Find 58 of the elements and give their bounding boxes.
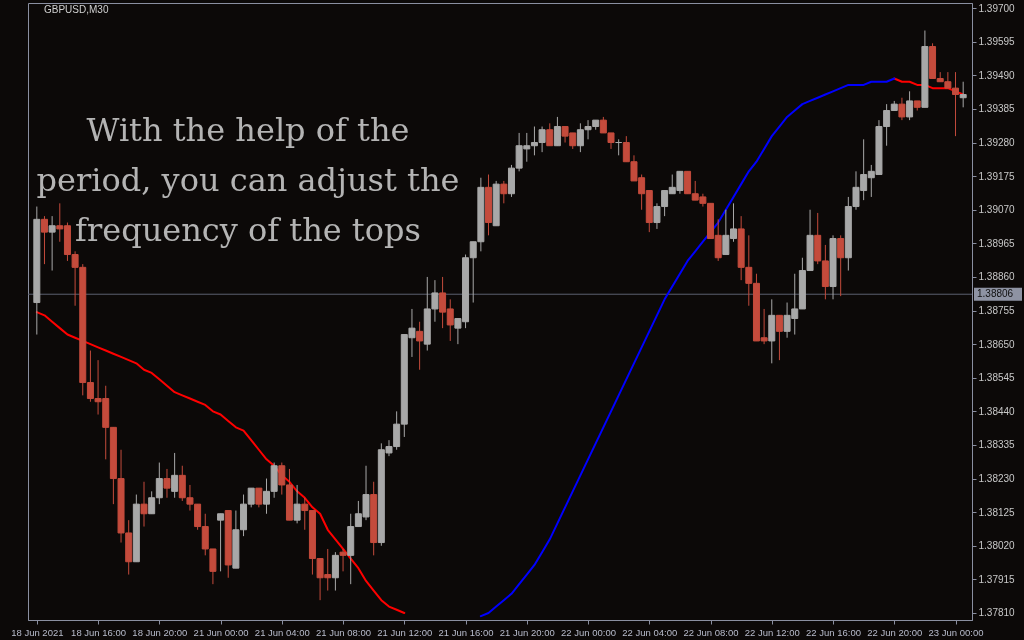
y-tick-label: 1.39595: [978, 36, 1016, 48]
candlestick: [255, 487, 263, 508]
x-tick-label: 21 Jun 16:00: [438, 626, 494, 638]
candlestick: [48, 215, 56, 272]
chart-title: GBPUSD,M30: [44, 4, 109, 15]
y-tick-label: 1.39070: [978, 204, 1016, 216]
x-tick-label: 21 Jun 20:00: [499, 626, 555, 638]
x-tick-label: 21 Jun 12:00: [377, 626, 433, 638]
annotation: With the help of the period, you can adjust the frequency of the tops: [36, 111, 460, 249]
x-tick-label: 22 Jun 20:00: [867, 626, 923, 638]
candlestick: [339, 548, 347, 572]
candlestick: [416, 321, 424, 371]
x-tick-label: 22 Jun 00:00: [561, 626, 617, 638]
x-tick-label: 18 Jun 20:00: [132, 626, 188, 638]
y-tick-label: 1.37915: [978, 573, 1016, 585]
candlestick: [171, 452, 179, 499]
candlestick: [40, 215, 48, 265]
y-tick-label: 1.38755: [978, 305, 1016, 317]
x-tick-label: 21 Jun 04:00: [254, 626, 310, 638]
y-tick-label: 1.38230: [978, 473, 1016, 485]
y-tick-label: 1.39700: [978, 2, 1016, 14]
candlestick: [217, 513, 225, 572]
y-tick-label: 1.39490: [978, 69, 1016, 81]
candlestick: [163, 468, 171, 499]
x-tick-label: 22 Jun 08:00: [683, 626, 739, 638]
candlestick: [906, 90, 914, 121]
y-tick-label: 1.37810: [978, 607, 1016, 619]
candlestick: [775, 314, 783, 361]
candlestick: [546, 122, 554, 147]
line-series: [479, 77, 896, 618]
candlestick: [959, 81, 967, 108]
candlestick: [898, 97, 906, 121]
x-tick-label: 21 Jun 08:00: [316, 626, 372, 638]
ref-line-label: 1.38806: [977, 288, 1014, 300]
x-tick-label: 22 Jun 12:00: [744, 626, 800, 638]
y-tick-label: 1.38440: [978, 405, 1016, 417]
y-tick-label: 1.38545: [978, 372, 1016, 384]
candlestick: [331, 551, 339, 592]
candlestick: [140, 481, 148, 528]
y-tick-label: 1.38860: [978, 271, 1016, 283]
x-tick-label: 18 Jun 2021: [11, 626, 64, 638]
candlestick: [837, 234, 845, 297]
y-tick-label: 1.38335: [978, 439, 1016, 451]
y-tick-label: 1.38125: [978, 506, 1016, 518]
x-tick-label: 18 Jun 16:00: [71, 626, 127, 638]
candlestick: [293, 484, 301, 524]
candlestick: [500, 180, 508, 204]
y-tick-label: 1.38020: [978, 540, 1016, 552]
y-tick-label: 1.39280: [978, 137, 1016, 149]
x-tick-label: 23 Jun 00:00: [928, 626, 984, 638]
y-tick-label: 1.38650: [978, 338, 1016, 350]
x-tick-label: 21 Jun 00:00: [193, 626, 249, 638]
y-tick-label: 1.38965: [978, 237, 1016, 249]
y-tick-label: 1.39175: [978, 170, 1016, 182]
y-tick-label: 1.39385: [978, 103, 1016, 115]
x-tick-label: 22 Jun 16:00: [806, 626, 861, 638]
candlestick: [553, 116, 561, 147]
x-tick-label: 22 Jun 04:00: [622, 626, 678, 638]
